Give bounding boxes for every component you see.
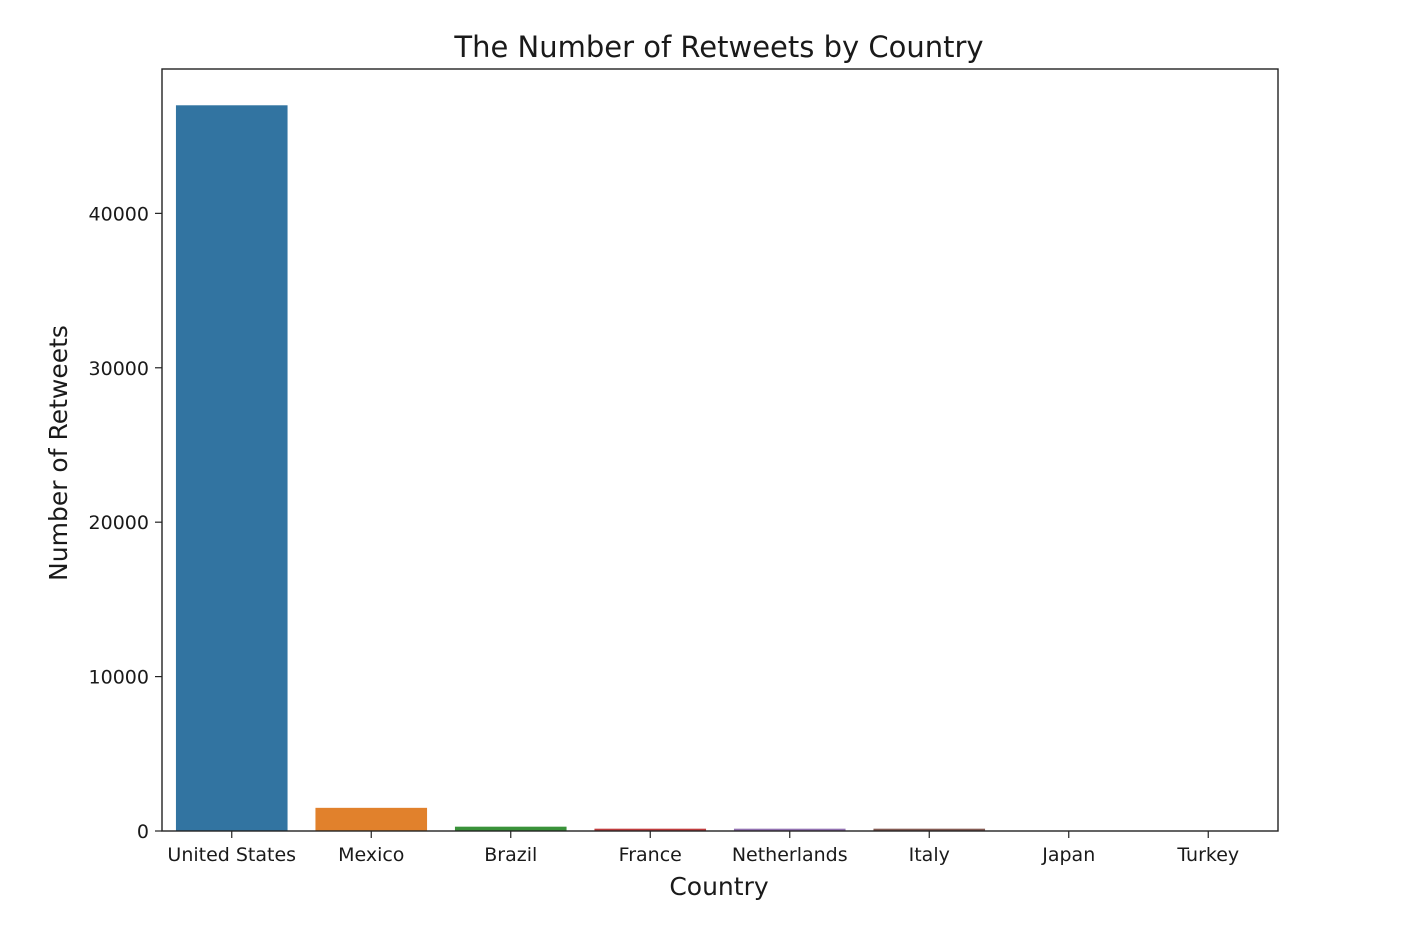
x-tick-label: Netherlands (732, 844, 848, 866)
bar-netherlands (733, 828, 846, 831)
x-tick-label: Japan (1041, 844, 1095, 866)
x-axis-label: Country (669, 872, 769, 901)
bar-brazil (454, 826, 567, 831)
bar-italy (873, 828, 986, 831)
chart-title: The Number of Retweets by Country (453, 30, 983, 64)
x-tick-label: United States (167, 844, 296, 866)
bar-united-states (175, 105, 288, 832)
x-tick-label: Mexico (338, 844, 404, 866)
y-tick-label: 40000 (89, 203, 149, 225)
y-ticks-group: 0 10000 20000 30000 40000 (89, 203, 162, 843)
y-tick-label: 20000 (89, 512, 149, 534)
plot-frame (161, 68, 1279, 832)
bar-mexico (315, 807, 428, 831)
y-tick-label: 30000 (89, 358, 149, 380)
x-tick-label: Turkey (1176, 844, 1239, 866)
x-tick-label: France (619, 844, 682, 866)
bars-group (175, 105, 1265, 832)
x-tick-label: Brazil (484, 844, 537, 866)
bar-france (594, 828, 707, 831)
y-tick-label: 0 (137, 821, 149, 843)
x-ticks-group: United States Mexico Brazil France Netherlan… (167, 831, 1239, 866)
y-axis-label: Number of Retweets (44, 325, 73, 581)
x-tick-label: Italy (909, 844, 950, 866)
y-tick-label: 10000 (89, 667, 149, 689)
